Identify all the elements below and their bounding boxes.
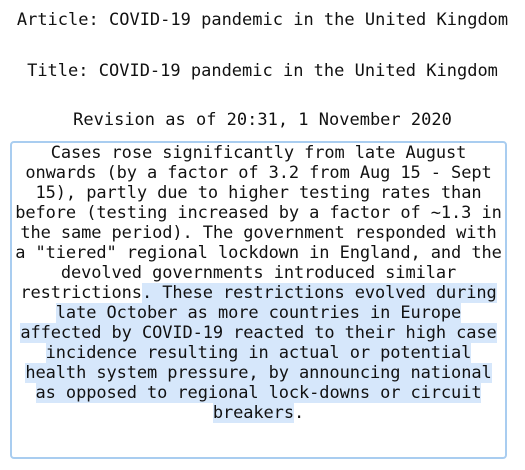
title-label: Title:	[27, 61, 89, 81]
title-value: COVID-19 pandemic in the United Kingdom	[98, 61, 498, 81]
article-excerpt: Cases rose significantly from late Augus…	[10, 141, 507, 459]
excerpt-highlighted-text: . These restrictions evolved during late…	[20, 283, 497, 423]
article-heading: Article: COVID-19 pandemic in the United…	[0, 10, 525, 30]
article-label: Article:	[16, 10, 99, 30]
title-heading: Title: COVID-19 pandemic in the United K…	[0, 61, 525, 81]
excerpt-plain-text: Cases rose significantly from late Augus…	[15, 143, 502, 303]
excerpt-paragraph: Cases rose significantly from late Augus…	[13, 143, 504, 423]
article-value: COVID-19 pandemic in the United Kingdom	[108, 10, 509, 30]
revision-info: Revision as of 20:31, 1 November 2020	[73, 110, 452, 130]
excerpt-ending: .	[293, 403, 305, 423]
